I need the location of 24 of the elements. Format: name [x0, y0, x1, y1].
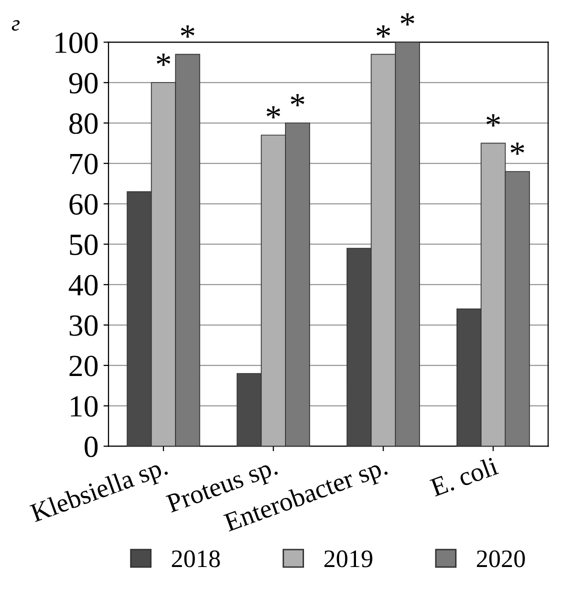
y-tick-label: 0: [84, 436, 98, 458]
data-label: *: [266, 106, 280, 118]
x-tick-label: E. coli: [429, 456, 500, 497]
y-tick-label: 10: [70, 396, 98, 417]
y-tick-label: 100: [56, 32, 98, 54]
data-label: *: [180, 25, 194, 38]
y-tick-label: 80: [69, 113, 98, 134]
data-label: *: [486, 114, 500, 127]
data-label: *: [400, 13, 414, 26]
y-tick-label: 30: [70, 315, 98, 336]
y-tick-label: 20: [70, 356, 98, 376]
data-label: *: [290, 94, 304, 106]
y-tick-label: 40: [68, 274, 98, 296]
y-tick-label: 90: [69, 72, 98, 94]
data-label: *: [376, 25, 390, 38]
chart-title: г: [12, 20, 20, 31]
y-tick-label: 50: [70, 234, 98, 256]
legend-label: 2020: [476, 550, 525, 568]
data-label: *: [510, 142, 524, 155]
y-tick-label: 70: [70, 154, 98, 174]
y-tick-label: 60: [70, 194, 98, 215]
legend-label: 2019: [324, 550, 372, 568]
data-label: *: [156, 54, 170, 66]
legend-label: 2018: [172, 550, 220, 568]
